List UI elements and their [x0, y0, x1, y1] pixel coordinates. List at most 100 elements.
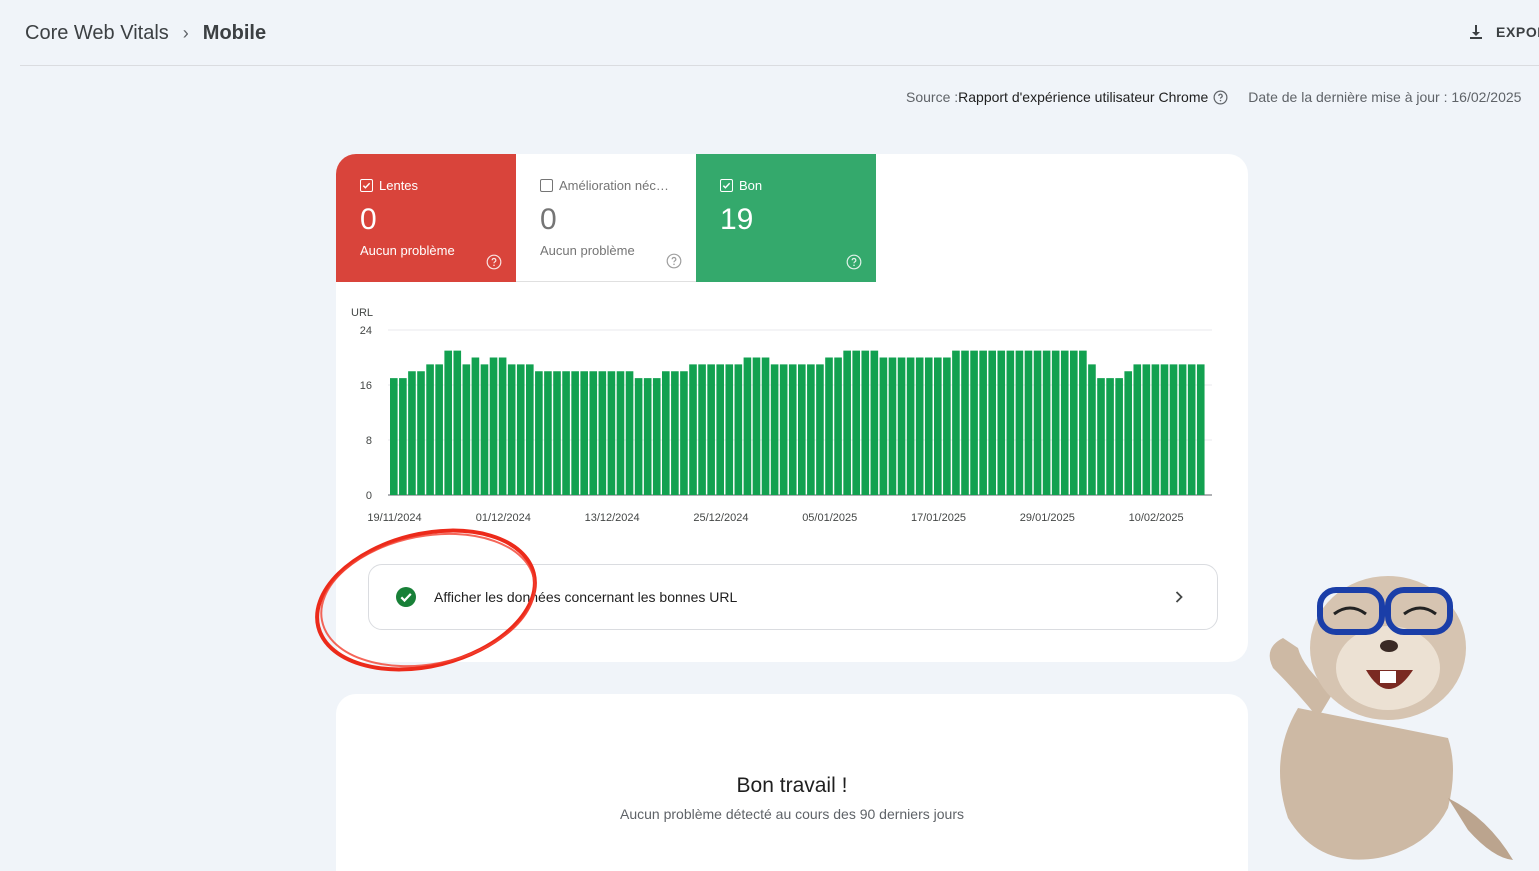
help-icon[interactable] [666, 253, 682, 269]
bar [489, 357, 498, 495]
last-update-date: Date de la dernière mise à jour : 16/02/… [1248, 89, 1522, 105]
header: Core Web Vitals › Mobile EXPORTER [0, 0, 1539, 66]
bar [979, 350, 987, 495]
tile-slow-value: 0 [360, 203, 377, 236]
bar [788, 364, 797, 495]
help-icon[interactable] [846, 254, 862, 270]
bar [1070, 350, 1078, 495]
source-value: Rapport d'expérience utilisateur Chrome [958, 89, 1209, 105]
bar [417, 371, 425, 495]
summary-card: Bon travail ! Aucun problème détecté au … [336, 694, 1248, 871]
bar [1042, 350, 1051, 495]
bar [1024, 350, 1033, 495]
bar [970, 350, 978, 495]
bar [1015, 350, 1024, 495]
x-tick-label: 10/02/2025 [1129, 512, 1184, 524]
bar [390, 378, 398, 495]
bar [480, 364, 489, 495]
bar [1060, 350, 1069, 495]
tile-slow-label: Lentes [379, 178, 419, 193]
bar [915, 357, 924, 495]
bar [544, 371, 552, 495]
bar [770, 364, 779, 495]
checkbox-checked-icon[interactable] [360, 179, 373, 192]
bar [1196, 364, 1205, 495]
bar [680, 371, 688, 495]
bar [444, 350, 453, 495]
tile-needs-improvement[interactable]: Amélioration néc… 0 Aucun problème [516, 154, 696, 282]
check-circle-icon [396, 587, 416, 607]
bar [562, 371, 570, 495]
header-divider [20, 65, 1539, 66]
bar [888, 357, 897, 495]
bar [652, 378, 661, 495]
bar [408, 371, 416, 495]
status-tiles: Lentes 0 Aucun problème Amélioration néc… [336, 154, 876, 282]
bar [1051, 350, 1060, 495]
tile-good[interactable]: Bon 19 [696, 154, 876, 282]
source-line: Source : Rapport d'expérience utilisateu… [906, 89, 1521, 105]
bar [616, 371, 625, 495]
otter-mascot-illustration [1269, 576, 1513, 860]
tile-needs-improvement-header: Amélioration néc… [540, 178, 696, 193]
tile-good-label: Bon [739, 178, 763, 193]
export-button[interactable]: EXPORTER [1466, 22, 1539, 42]
bar [399, 378, 407, 495]
help-icon[interactable] [486, 254, 502, 270]
bar [462, 364, 471, 495]
bar [471, 357, 480, 495]
help-icon[interactable] [1213, 90, 1228, 105]
source-label: Source : [906, 89, 959, 105]
bar [761, 357, 770, 495]
y-tick-label: 0 [366, 490, 372, 502]
breadcrumb-separator-icon: › [182, 23, 189, 43]
tile-slow-sub: Aucun problème [360, 243, 455, 258]
x-tick-label: 05/01/2025 [802, 512, 857, 524]
good-urls-link[interactable]: Afficher les données concernant les bonn… [368, 564, 1218, 630]
checkbox-unchecked-icon[interactable] [540, 179, 553, 192]
export-label: EXPORTER [1496, 24, 1539, 40]
checkbox-checked-icon[interactable] [720, 179, 733, 192]
bar [843, 350, 851, 495]
bar [988, 350, 997, 495]
summary-title: Bon travail ! [736, 774, 848, 797]
tile-slow[interactable]: Lentes 0 Aucun problème [336, 154, 516, 282]
bar [934, 357, 942, 495]
tile-slow-header: Lentes [360, 178, 516, 193]
good-urls-link-label: Afficher les données concernant les bonn… [434, 589, 738, 605]
bar [779, 364, 788, 495]
bar [1133, 364, 1142, 495]
bar [598, 371, 607, 495]
bar [662, 371, 670, 495]
bar [453, 350, 462, 495]
x-tick-label: 19/11/2024 [367, 512, 421, 524]
bar [607, 371, 616, 495]
bar [1142, 364, 1151, 495]
bar [589, 371, 598, 495]
breadcrumb-root-link[interactable]: Core Web Vitals [25, 22, 169, 44]
bar [1169, 364, 1178, 495]
bar [852, 350, 861, 495]
breadcrumb-current: Mobile [202, 22, 267, 44]
bar [1187, 364, 1196, 495]
y-tick-label: 8 [366, 435, 372, 447]
bar [924, 357, 933, 495]
summary-subtitle: Aucun problème détecté au cours des 90 d… [620, 806, 964, 822]
bar [1115, 378, 1123, 495]
bar [1033, 350, 1042, 495]
bar [526, 364, 534, 495]
x-tick-label: 01/12/2024 [476, 512, 531, 524]
bar [734, 364, 743, 495]
bar [997, 350, 1006, 495]
bar [535, 371, 543, 495]
bar [798, 364, 806, 495]
bar [580, 371, 589, 495]
bar [725, 364, 734, 495]
bar [1106, 378, 1114, 495]
tile-good-header: Bon [720, 178, 876, 193]
x-tick-label: 25/12/2024 [693, 512, 748, 524]
bar [516, 364, 525, 495]
bar [752, 357, 761, 495]
bar [507, 364, 516, 495]
bar [435, 364, 443, 495]
